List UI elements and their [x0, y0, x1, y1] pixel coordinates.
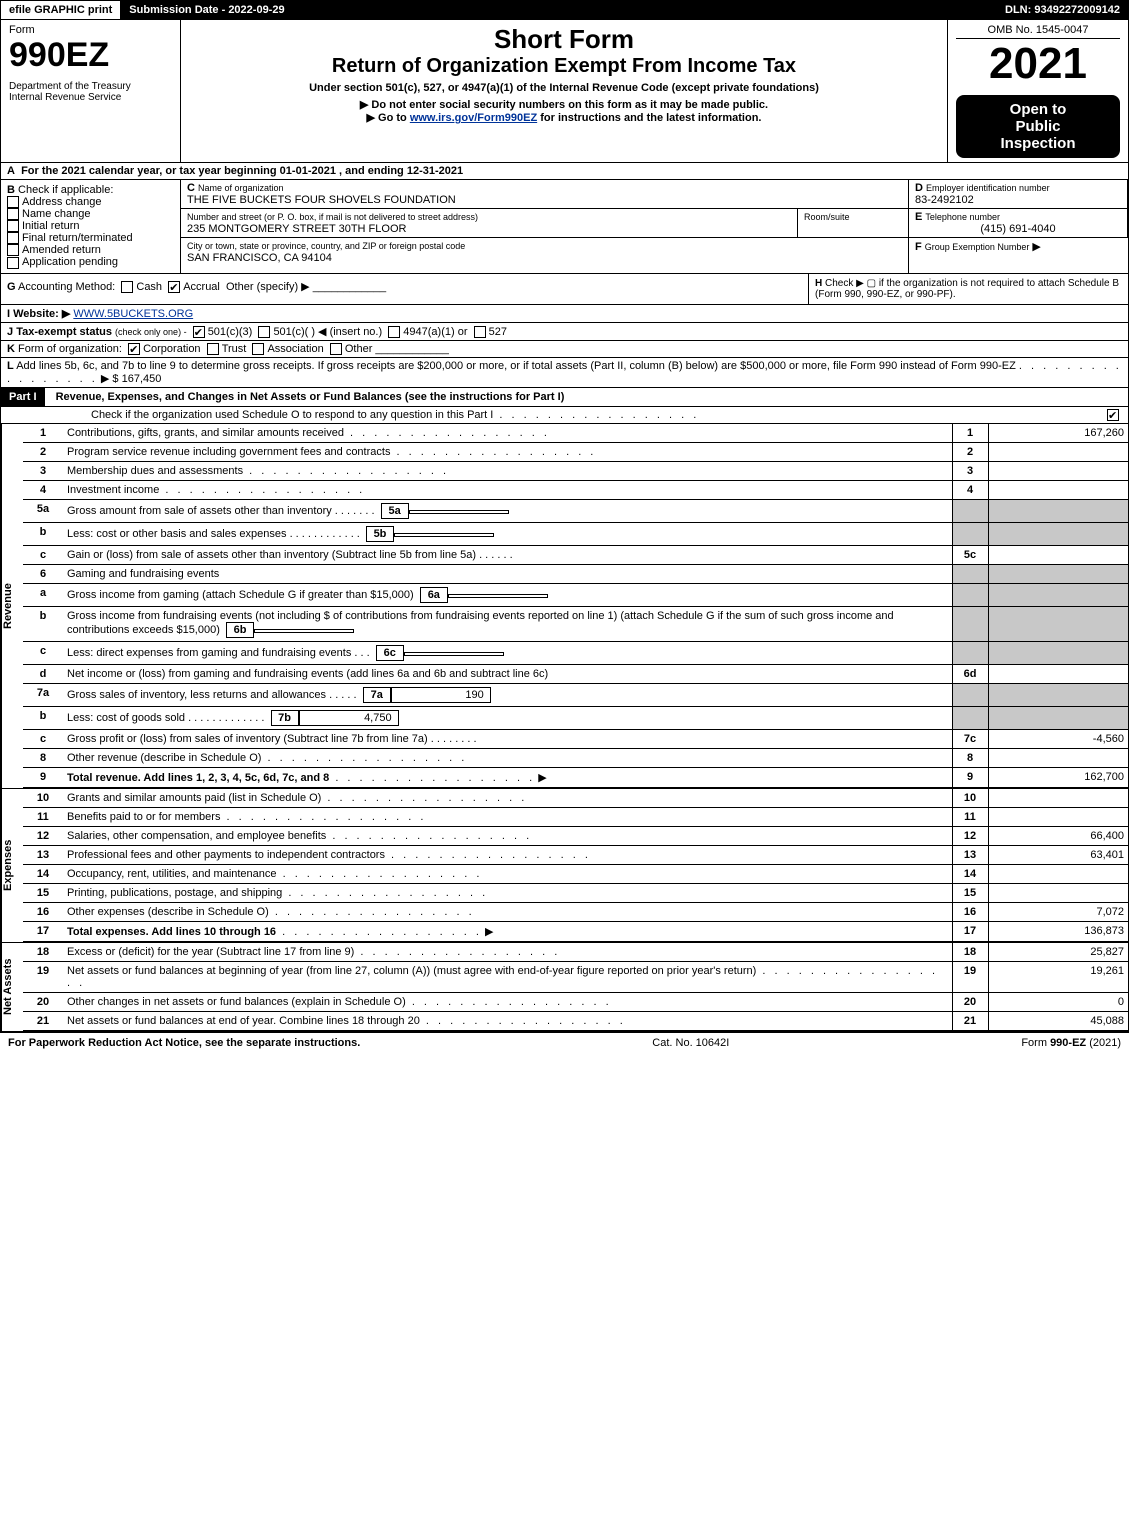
checkbox-4947[interactable]	[388, 326, 400, 338]
netassets-side-label: Net Assets	[1, 943, 23, 1031]
checkbox-schedule-o[interactable]	[1107, 409, 1119, 421]
ssn-warning: ▶ Do not enter social security numbers o…	[189, 98, 939, 111]
goto-link[interactable]: www.irs.gov/Form990EZ	[410, 112, 537, 124]
form-header: Form 990EZ Department of the Treasury In…	[0, 20, 1129, 163]
checkbox-association[interactable]	[252, 343, 264, 355]
submission-date: Submission Date - 2022-09-29	[121, 1, 293, 19]
goto-pre: ▶ Go to	[367, 112, 410, 124]
checkbox-name-change[interactable]	[7, 208, 19, 220]
form-number: 990EZ	[9, 36, 172, 75]
line-a: A For the 2021 calendar year, or tax yea…	[0, 163, 1129, 180]
d-label: Employer identification number	[926, 183, 1050, 193]
checkbox-application-pending[interactable]	[7, 257, 19, 269]
netassets-table: 18Excess or (deficit) for the year (Subt…	[23, 943, 1128, 1031]
gross-receipts: 167,450	[122, 373, 162, 385]
checkbox-501c3[interactable]	[193, 326, 205, 338]
line-l: L Add lines 5b, 6c, and 7b to line 9 to …	[0, 358, 1129, 388]
checkbox-501c[interactable]	[258, 326, 270, 338]
expenses-table: 10Grants and similar amounts paid (list …	[23, 789, 1128, 942]
footer-left: For Paperwork Reduction Act Notice, see …	[8, 1037, 360, 1049]
line-j: J Tax-exempt status (check only one) - 5…	[0, 323, 1129, 341]
checkbox-trust[interactable]	[207, 343, 219, 355]
part1-header: Part I Revenue, Expenses, and Changes in…	[0, 388, 1129, 407]
top-bar: efile GRAPHIC print Submission Date - 20…	[0, 0, 1129, 20]
checkbox-527[interactable]	[474, 326, 486, 338]
netassets-block: Net Assets 18Excess or (deficit) for the…	[0, 943, 1129, 1032]
expenses-block: Expenses 10Grants and similar amounts pa…	[0, 789, 1129, 943]
checkbox-initial-return[interactable]	[7, 220, 19, 232]
lines-block: Revenue 1Contributions, gifts, grants, a…	[0, 424, 1129, 789]
website-link[interactable]: WWW.5BUCKETS.ORG	[73, 308, 193, 320]
goto-post: for instructions and the latest informat…	[540, 112, 761, 124]
subtitle: Under section 501(c), 527, or 4947(a)(1)…	[189, 82, 939, 94]
page-footer: For Paperwork Reduction Act Notice, see …	[0, 1032, 1129, 1053]
line7c-val: -4,560	[988, 729, 1128, 748]
short-form-title: Short Form	[189, 24, 939, 55]
line20-val: 0	[988, 992, 1128, 1011]
main-title: Return of Organization Exempt From Incom…	[189, 55, 939, 78]
e-label: Telephone number	[925, 212, 1000, 222]
line18-val: 25,827	[988, 943, 1128, 962]
org-address: 235 MONTGOMERY STREET 30TH FLOOR	[187, 223, 406, 235]
line-k: K Form of organization: Corporation Trus…	[0, 341, 1129, 358]
room-label: Room/suite	[804, 212, 850, 222]
efile-label[interactable]: efile GRAPHIC print	[1, 1, 121, 19]
b-label: Check if applicable:	[18, 184, 113, 196]
line9-val: 162,700	[988, 767, 1128, 787]
line19-val: 19,261	[988, 961, 1128, 992]
tax-year: 2021	[956, 39, 1120, 89]
line13-val: 63,401	[988, 845, 1128, 864]
dept-irs: Internal Revenue Service	[9, 92, 172, 103]
part1-checknote: Check if the organization used Schedule …	[0, 407, 1129, 424]
g-h-row: G Accounting Method: Cash Accrual Other …	[0, 274, 1129, 305]
phone-value: (415) 691-4040	[915, 223, 1121, 235]
checkbox-other-org[interactable]	[330, 343, 342, 355]
g-label: Accounting Method:	[18, 281, 115, 293]
checkbox-amended-return[interactable]	[7, 244, 19, 256]
checkbox-accrual[interactable]	[168, 281, 180, 293]
line16-val: 7,072	[988, 902, 1128, 921]
line7b-subval: 4,750	[299, 710, 399, 726]
line17-val: 136,873	[988, 921, 1128, 941]
checkbox-cash[interactable]	[121, 281, 133, 293]
city-label: City or town, state or province, country…	[187, 241, 465, 251]
f-arrow: ▶	[1032, 241, 1040, 253]
c-label: Name of organization	[198, 183, 284, 193]
org-city: SAN FRANCISCO, CA 94104	[187, 252, 332, 264]
line21-val: 45,088	[988, 1011, 1128, 1030]
checkbox-final-return[interactable]	[7, 232, 19, 244]
omb-number: OMB No. 1545-0047	[956, 24, 1120, 39]
f-label: Group Exemption Number	[925, 242, 1030, 252]
revenue-table: 1Contributions, gifts, grants, and simil…	[23, 424, 1128, 788]
revenue-side-label: Revenue	[1, 424, 23, 788]
org-name: THE FIVE BUCKETS FOUR SHOVELS FOUNDATION	[187, 194, 456, 206]
line7a-subval: 190	[391, 687, 491, 703]
dept-treasury: Department of the Treasury	[9, 81, 172, 92]
h-text: Check ▶ ▢ if the organization is not req…	[815, 278, 1119, 300]
checkbox-address-change[interactable]	[7, 196, 19, 208]
line1-val: 167,260	[988, 424, 1128, 443]
checkbox-corporation[interactable]	[128, 343, 140, 355]
expenses-side-label: Expenses	[1, 789, 23, 942]
dln: DLN: 93492272009142	[294, 1, 1128, 19]
line12-val: 66,400	[988, 826, 1128, 845]
line-i: I Website: ▶ WWW.5BUCKETS.ORG	[0, 305, 1129, 323]
open-to-public-badge: Open to Public Inspection	[956, 95, 1120, 158]
footer-mid: Cat. No. 10642I	[652, 1037, 729, 1049]
form-word: Form	[9, 24, 172, 36]
footer-right: Form 990-EZ (2021)	[1021, 1037, 1121, 1049]
addr-label: Number and street (or P. O. box, if mail…	[187, 212, 478, 222]
entity-block: B Check if applicable: Address change Na…	[0, 180, 1129, 274]
ein-value: 83-2492102	[915, 194, 974, 206]
